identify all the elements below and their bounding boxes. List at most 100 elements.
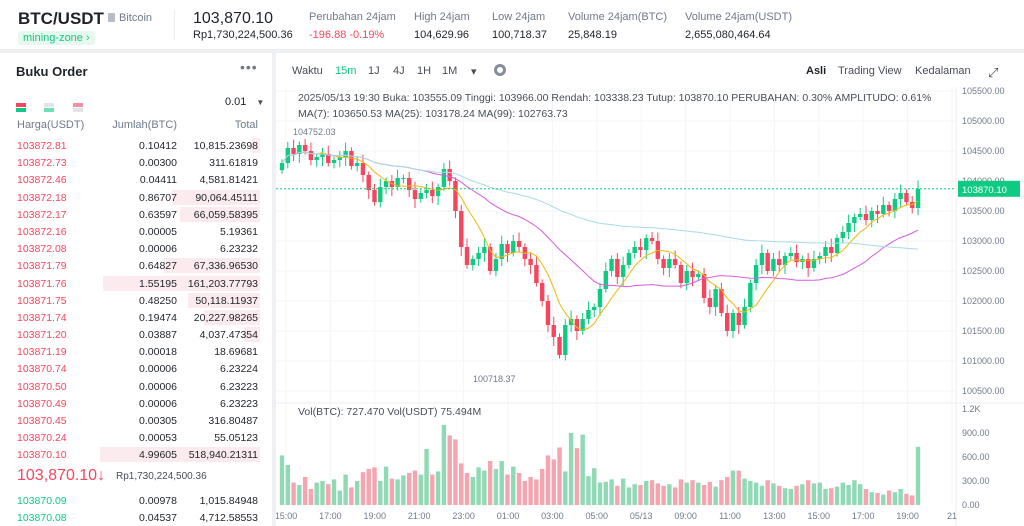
volume-bar [372, 467, 377, 505]
ask-row[interactable]: 103871.19 0.00018 18.69681 [0, 343, 272, 360]
x-tick: 21:00 [408, 511, 431, 521]
volume-bar [777, 485, 782, 505]
pair-title[interactable]: BTC/USDT [18, 9, 104, 28]
interval-3[interactable]: 4J [393, 65, 405, 77]
volume-bar [881, 494, 886, 505]
interval-2[interactable]: 1J [368, 65, 380, 77]
volume-bar [794, 485, 799, 505]
candle [696, 274, 701, 277]
ask-total: 6.23223 [220, 380, 258, 393]
candle [638, 247, 643, 250]
candle [597, 289, 603, 307]
candle [615, 259, 620, 277]
volume-bar [493, 469, 499, 505]
candle [291, 148, 296, 154]
ohlc-info: 2025/05/13 19:30 Buka: 103555.09 Tinggi:… [298, 92, 931, 104]
ask-row[interactable]: 103872.18 0.86707 90,064.45111 [0, 189, 272, 206]
ask-total: 18.69681 [214, 346, 258, 359]
vol-tick: 0.00 [962, 500, 980, 510]
candle [736, 313, 741, 325]
interval-6[interactable]: ▾ [471, 66, 477, 78]
candle [846, 223, 851, 232]
ask-total: 10,815.23698 [193, 140, 258, 152]
ask-row[interactable]: 103870.50 0.00006 6.23223 [0, 378, 272, 395]
volume-bar [302, 477, 308, 505]
ask-row[interactable]: 103872.73 0.00300 311.61819 [0, 154, 272, 171]
ask-row[interactable]: 103871.76 1.55195 161,203.77793 [0, 275, 272, 292]
candle [915, 188, 921, 208]
view-tab[interactable]: Asli [806, 65, 827, 77]
volume-bar [840, 482, 846, 505]
volume-bar [476, 467, 481, 505]
candle [632, 247, 637, 253]
stat-value: -196.88 -0.19% [309, 29, 385, 41]
coin-name[interactable]: Bitcoin [108, 12, 152, 24]
view-tab[interactable]: Trading View [838, 65, 902, 77]
volume-bar [285, 465, 290, 505]
volume-bar [412, 470, 418, 505]
more-icon[interactable]: ••• [240, 59, 258, 75]
price-chart[interactable]: 105500.00105000.00104500.00104000.001035… [276, 87, 1024, 526]
interval-4[interactable]: 1H [417, 65, 432, 77]
ask-row[interactable]: 103872.81 0.10412 10,815.23698 [0, 137, 272, 154]
ask-row[interactable]: 103872.46 0.04411 4,581.81421 [0, 171, 272, 188]
candle [771, 259, 776, 271]
view-tab[interactable]: Kedalaman [915, 65, 971, 77]
vol-tick: 600.00 [962, 452, 990, 462]
volume-bar [320, 481, 325, 505]
ask-qty: 1.55195 [139, 277, 177, 290]
precision-select[interactable]: 0.01 ▼ [225, 96, 265, 108]
view-both-icon[interactable] [16, 103, 26, 113]
ask-row[interactable]: 103870.10 4.99605 518,940.21311 [0, 446, 272, 463]
ask-total: 311.61819 [209, 157, 258, 170]
volume-bar [331, 479, 337, 505]
ma-99-line [281, 151, 919, 250]
candle [661, 259, 666, 268]
ask-row[interactable]: 103872.17 0.63597 66,059.58395 [0, 206, 272, 223]
ask-row[interactable]: 103870.45 0.00305 316.80487 [0, 412, 272, 429]
candle [748, 283, 753, 307]
ask-price: 103872.08 [17, 243, 67, 256]
bid-row[interactable]: 103870.08 0.04537 4,712.58553 [0, 509, 272, 526]
candle [435, 187, 441, 196]
ask-price: 103870.10 [17, 449, 67, 462]
volume-bar [811, 483, 817, 505]
view-asks-icon[interactable] [72, 103, 83, 113]
interval-0[interactable]: Waktu [292, 65, 323, 77]
y-tick: 101000.00 [962, 356, 1005, 366]
volume-bar [314, 482, 319, 505]
interval-5[interactable]: 1M [442, 65, 458, 77]
ask-price: 103871.79 [17, 260, 67, 273]
candle [297, 145, 302, 154]
candle [904, 193, 909, 202]
interval-1[interactable]: 15m [335, 65, 357, 77]
volume-bar [684, 482, 689, 505]
gear-icon[interactable] [494, 64, 506, 76]
ask-row[interactable]: 103871.20 0.03887 4,037.47354 [0, 326, 272, 343]
mining-zone-tag[interactable]: mining-zone › [18, 31, 95, 45]
volume-bar [771, 483, 776, 505]
candle [320, 154, 325, 157]
volume-bar [782, 488, 788, 505]
mid-price[interactable]: 103,870.10↓ [17, 467, 106, 484]
view-bids-icon[interactable] [44, 103, 55, 113]
ask-row[interactable]: 103871.79 0.64827 67,336.96530 [0, 257, 272, 274]
candle [863, 214, 869, 220]
expand-icon[interactable]: ⤢ [988, 65, 999, 80]
volume-bar [609, 479, 614, 505]
volume-bar [800, 484, 805, 505]
ask-row[interactable]: 103870.24 0.00053 55.05123 [0, 429, 272, 446]
volume-bar [464, 473, 470, 505]
ask-row[interactable]: 103872.16 0.00005 5.19361 [0, 223, 272, 240]
candle [719, 289, 724, 313]
bid-row[interactable]: 103870.09 0.00978 1,015.84948 [0, 492, 272, 509]
ask-price: 103872.17 [17, 208, 67, 221]
ask-row[interactable]: 103871.74 0.19474 20,227.98265 [0, 309, 272, 326]
volume-bar [326, 484, 331, 505]
ask-row[interactable]: 103870.74 0.00006 6.23224 [0, 360, 272, 377]
ask-row[interactable]: 103870.49 0.00006 6.23223 [0, 395, 272, 412]
ask-row[interactable]: 103871.75 0.48250 50,118.11937 [0, 292, 272, 309]
ask-row[interactable]: 103872.08 0.00006 6.23232 [0, 240, 272, 257]
ask-price: 103870.45 [17, 415, 67, 427]
last-price-idr: Rp1,730,224,500.36 [193, 29, 293, 41]
